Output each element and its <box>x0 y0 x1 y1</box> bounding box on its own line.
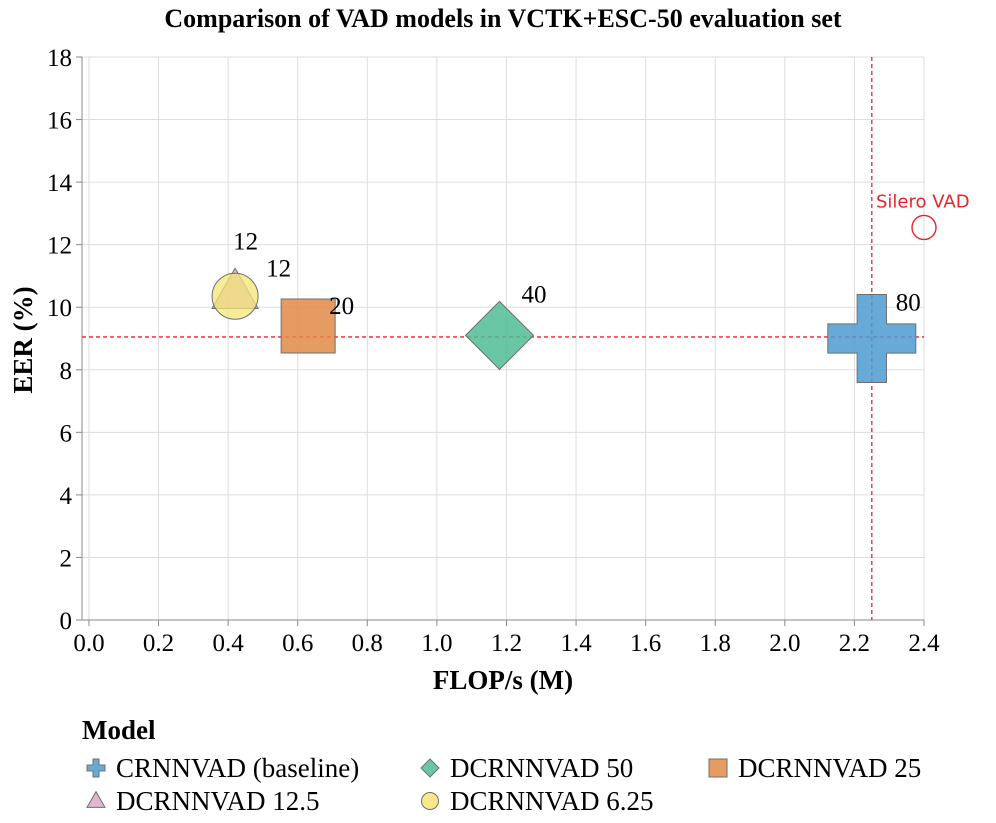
x-tick-label: 1.8 <box>700 630 731 657</box>
x-tick-label: 0.6 <box>282 630 313 657</box>
data-point-diamond <box>464 300 535 371</box>
data-point-square <box>280 298 336 354</box>
x-tick-label: 2.2 <box>839 630 870 657</box>
data-marks <box>211 214 937 383</box>
data-label: 80 <box>896 290 921 317</box>
data-label: 40 <box>522 281 547 308</box>
data-point-circle <box>211 272 259 320</box>
legend-swatch-square <box>708 758 728 778</box>
x-tick-label: 1.0 <box>421 630 452 657</box>
y-tick-label: 2 <box>60 545 73 572</box>
legend-item-label: DCRNNVAD 12.5 <box>116 786 320 816</box>
data-labels: 80 40 20 12 12 Silero VAD <box>233 191 969 320</box>
legend: Model CRNNVAD (baseline) DCRNNVAD 50 DCRNN… <box>82 715 921 816</box>
y-tick-label: 6 <box>60 420 73 447</box>
y-axis-title: EER (%) <box>8 286 38 393</box>
legend-item-label: DCRNNVAD 6.25 <box>450 786 654 816</box>
x-tick-label: 1.6 <box>630 630 661 657</box>
x-tick-label: 0.2 <box>143 630 174 657</box>
y-tick-label: 12 <box>47 233 72 260</box>
x-axis-title: FLOP/s (M) <box>433 665 573 695</box>
legend-swatch-triangle <box>86 790 106 808</box>
legend-swatch-circle <box>421 792 439 810</box>
data-label: 20 <box>329 293 354 320</box>
x-tick-label: 2.4 <box>908 630 940 657</box>
data-point-cross <box>827 294 917 383</box>
axes: 0.0 0.2 0.4 0.6 0.8 1.0 1.2 1.4 1.6 1.8 2.0 2.2 2.4 0… <box>47 45 940 657</box>
x-tick-label: 2.0 <box>769 630 800 657</box>
y-tick-label: 16 <box>47 108 72 135</box>
silero-vad-point <box>911 214 937 241</box>
x-tick-label: 0.8 <box>352 630 383 657</box>
y-tick-label: 4 <box>60 483 73 510</box>
legend-swatch-cross <box>86 758 106 778</box>
legend-item-label: DCRNNVAD 50 <box>450 753 633 783</box>
x-tick-label: 0.4 <box>213 630 245 657</box>
x-tick-label: 1.4 <box>560 630 592 657</box>
legend-title: Model <box>82 715 156 745</box>
y-tick-label: 14 <box>47 170 73 197</box>
data-label: 12 <box>266 255 291 282</box>
y-tick-label: 0 <box>60 608 73 635</box>
y-tick-label: 10 <box>47 295 72 322</box>
silero-vad-label: Silero VAD <box>876 191 970 212</box>
x-tick-label: 1.2 <box>491 630 522 657</box>
legend-item-label: DCRNNVAD 25 <box>738 753 921 783</box>
y-tick-label: 8 <box>60 358 73 385</box>
data-label: 12 <box>233 229 258 256</box>
y-tick-label: 18 <box>47 45 72 72</box>
legend-swatch-diamond <box>420 758 440 778</box>
chart-title: Comparison of VAD models in VCTK+ESC-50 … <box>164 4 842 33</box>
x-tick-label: 0.0 <box>73 630 104 657</box>
legend-item-label: CRNNVAD (baseline) <box>116 753 359 783</box>
